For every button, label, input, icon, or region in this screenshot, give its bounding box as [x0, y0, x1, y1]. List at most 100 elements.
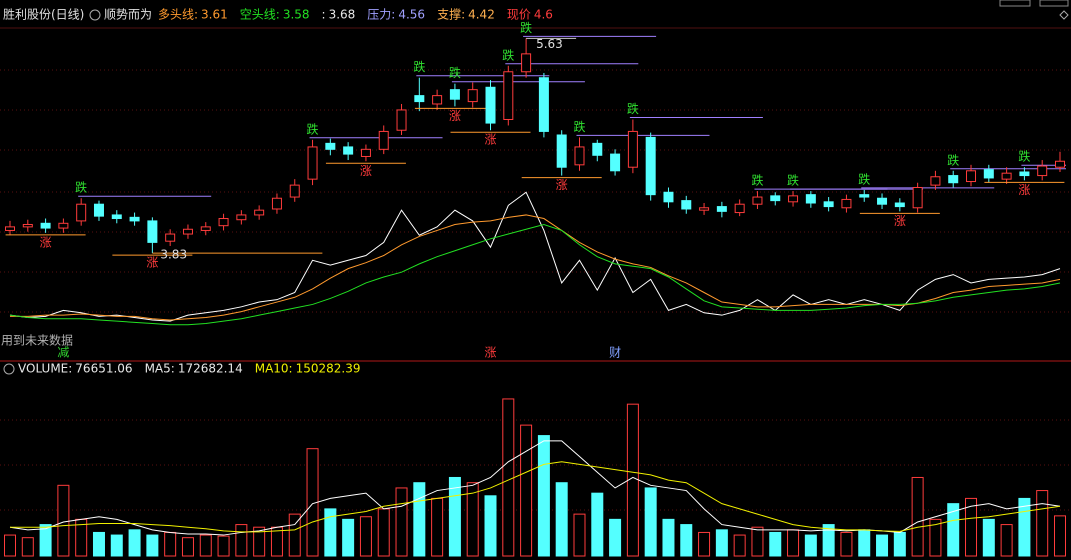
event-marker: 涨 — [485, 345, 497, 360]
volume-bar — [128, 529, 141, 557]
sell-signal: 跌 — [787, 173, 799, 188]
volume-bar — [431, 497, 444, 557]
volume-bar — [1000, 524, 1013, 557]
candle-body — [76, 203, 87, 222]
sell-signal: 跌 — [502, 47, 514, 62]
legend-label: : — [322, 8, 326, 22]
volume-bar — [217, 535, 230, 557]
candle-body — [770, 195, 781, 202]
candle-body — [877, 197, 888, 205]
buy-signal: 涨 — [146, 255, 158, 270]
sell-signal: 跌 — [75, 180, 87, 195]
candle-body — [734, 203, 745, 214]
volume-icon[interactable] — [3, 363, 15, 375]
candle-body — [485, 86, 496, 124]
volume-bar — [822, 524, 835, 557]
candle-body — [236, 214, 247, 221]
window-button[interactable] — [999, 0, 1031, 7]
sell-signal: 跌 — [573, 119, 585, 134]
candle-body — [521, 53, 532, 73]
sell-signal: 跌 — [858, 171, 870, 186]
candle-body — [325, 142, 336, 150]
indicator-icon[interactable] — [89, 9, 101, 21]
volume-bar — [715, 529, 728, 557]
buy-signal: 涨 — [485, 132, 497, 147]
candle-body — [681, 200, 692, 210]
candle-body — [894, 202, 905, 208]
candle-body — [58, 222, 69, 229]
candle-body — [912, 187, 923, 209]
high-label: 5.63 — [536, 37, 563, 51]
volume-bar — [413, 482, 426, 557]
sell-signal: 跌 — [1018, 149, 1030, 164]
candle-body — [40, 222, 51, 229]
volume-bar — [698, 531, 711, 557]
candle-body — [271, 197, 282, 210]
buy-signal: 涨 — [449, 108, 461, 123]
sell-signal: 跌 — [751, 173, 763, 188]
candle-body — [22, 223, 33, 228]
candle-body — [111, 214, 122, 220]
volume-bar — [609, 518, 622, 557]
candle-body — [147, 220, 158, 243]
legend-value: 3.68 — [329, 8, 356, 22]
chart-title: 胜利股份(日线) — [3, 7, 84, 22]
candle-body — [930, 176, 941, 186]
volume-bar — [1036, 490, 1049, 557]
volume-bar — [146, 534, 159, 557]
candle-body — [592, 142, 603, 156]
candle-body — [200, 226, 211, 231]
candle-body — [289, 184, 300, 198]
expand-icon[interactable] — [1059, 10, 1069, 20]
candle-body — [467, 89, 478, 103]
sell-signal: 跌 — [947, 152, 959, 167]
candle-body — [1019, 171, 1030, 177]
window-button[interactable] — [1039, 0, 1069, 7]
volume-bar — [804, 534, 817, 557]
candle-body — [360, 148, 371, 157]
event-marker: 减 — [57, 346, 69, 360]
volume-bar — [342, 518, 355, 557]
candle-body — [503, 71, 514, 120]
candle-body — [1037, 165, 1048, 177]
candle-body — [449, 89, 460, 100]
volume-bar — [57, 484, 70, 557]
sell-signal: 跌 — [307, 121, 319, 136]
candle-body — [218, 218, 229, 227]
volume-bar — [537, 435, 550, 557]
volume-bar — [324, 508, 337, 557]
candle-body — [378, 130, 389, 150]
volume-bar — [893, 531, 906, 557]
legend-label: MA5: — [145, 362, 175, 376]
volume-bar — [911, 476, 924, 557]
volume-bar — [573, 513, 586, 557]
volume-bar — [769, 531, 782, 557]
candle-body — [983, 169, 994, 179]
volume-bar — [947, 503, 960, 557]
volume-bar — [502, 398, 515, 557]
candle-body — [716, 206, 727, 212]
sell-signal: 跌 — [449, 65, 461, 80]
legend-label: 现价 — [507, 8, 531, 22]
legend-value: 150282.39 — [296, 362, 361, 376]
volume-ma-line — [10, 461, 1061, 533]
legend-value: 3.58 — [283, 8, 310, 22]
volume-bar — [751, 526, 764, 557]
volume-bar — [253, 526, 266, 557]
buy-signal: 涨 — [360, 163, 372, 178]
volume-bar — [235, 524, 248, 557]
volume-bar — [787, 529, 800, 557]
volume-bar — [965, 497, 978, 557]
candle-body — [645, 136, 656, 196]
volume-bar — [39, 524, 52, 557]
buy-signal: 涨 — [556, 177, 568, 192]
candle-body — [823, 201, 834, 208]
volume-bar — [1054, 515, 1066, 557]
legend-label: MA10: — [255, 362, 293, 376]
candle-body — [841, 198, 852, 209]
volume-bar — [164, 531, 177, 557]
legend-label: VOLUME: — [18, 362, 72, 376]
volume-bar — [199, 534, 212, 557]
